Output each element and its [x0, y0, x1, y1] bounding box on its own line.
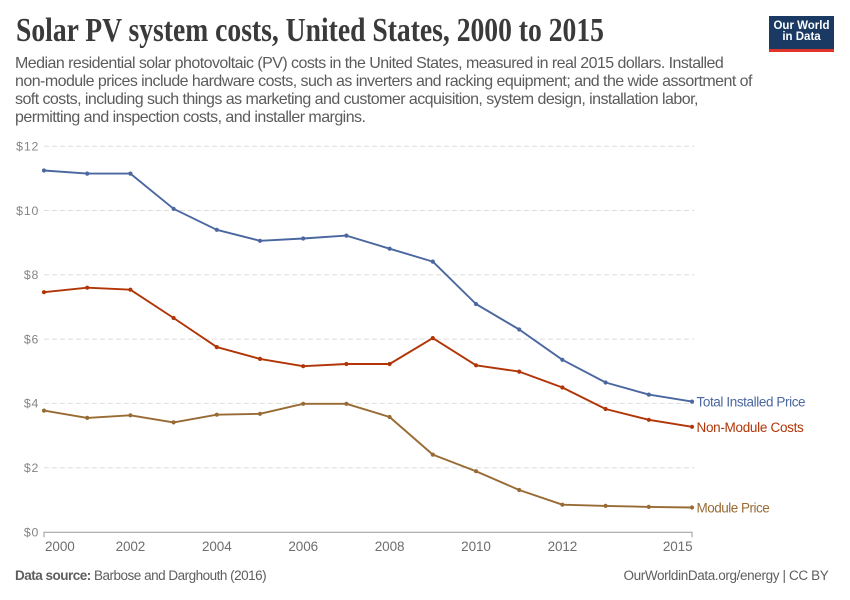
svg-text:$10: $10: [16, 204, 39, 218]
svg-text:Non-Module Costs: Non-Module Costs: [697, 420, 805, 435]
svg-text:2004: 2004: [202, 539, 232, 554]
svg-text:2002: 2002: [116, 539, 146, 554]
svg-text:2015: 2015: [663, 539, 693, 554]
svg-text:$12: $12: [16, 140, 39, 154]
svg-text:$6: $6: [24, 332, 39, 346]
svg-text:2000: 2000: [45, 539, 75, 554]
svg-text:2012: 2012: [548, 539, 578, 554]
svg-text:$2: $2: [24, 461, 39, 475]
svg-text:2006: 2006: [288, 539, 318, 554]
svg-text:2008: 2008: [375, 539, 405, 554]
svg-text:Module Price: Module Price: [697, 500, 770, 515]
svg-text:$4: $4: [24, 397, 39, 411]
svg-text:Total Installed Price: Total Installed Price: [697, 395, 806, 410]
svg-text:$8: $8: [24, 268, 39, 282]
svg-text:2010: 2010: [461, 539, 491, 554]
svg-text:$0: $0: [24, 526, 39, 540]
